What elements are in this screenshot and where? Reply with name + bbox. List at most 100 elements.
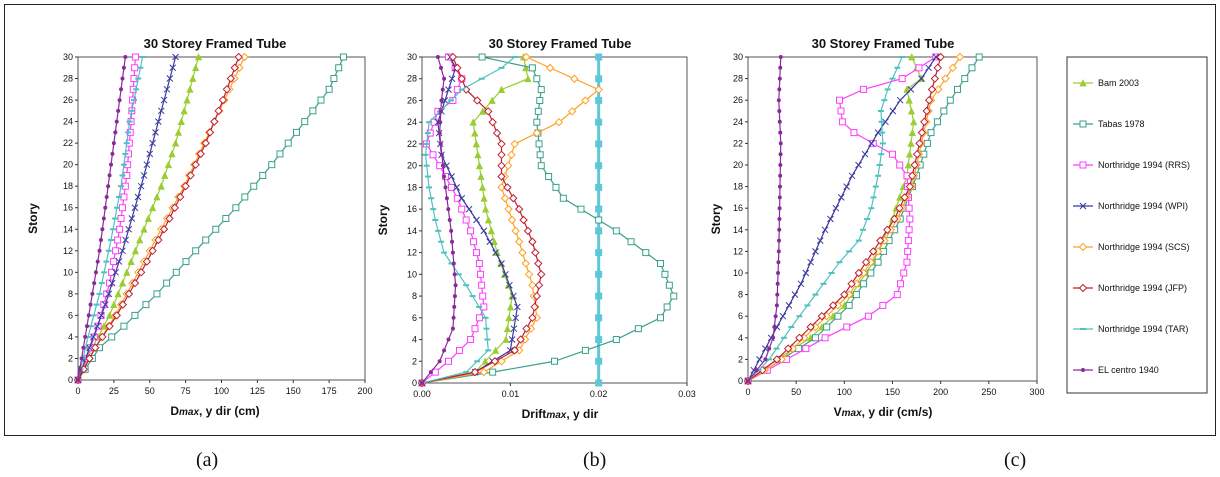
series-point [176, 192, 185, 202]
series-point [661, 270, 669, 278]
series-point [153, 193, 161, 201]
x-tick-label: 175 [322, 386, 337, 396]
y-tick-label: 6 [412, 313, 417, 323]
series-point [946, 96, 954, 104]
series-point [763, 357, 768, 362]
y-tick-label: 30 [733, 52, 743, 62]
series-point [812, 248, 819, 255]
legend-label: Bam 2003 [1098, 78, 1139, 88]
series-point [446, 207, 451, 212]
series-point [776, 271, 781, 275]
series-point [518, 248, 527, 257]
series-point [907, 86, 915, 93]
series-point [131, 53, 139, 61]
series-point [879, 301, 887, 309]
drift-limit-marker [595, 162, 603, 170]
series-point [450, 239, 455, 244]
series-point [161, 171, 169, 179]
y-tick-label: 28 [407, 74, 417, 84]
series-point [445, 86, 452, 93]
series-point [821, 226, 829, 234]
series-point [861, 257, 871, 267]
series-point [545, 63, 555, 73]
series-point [76, 378, 80, 382]
x-axis-label-rest: , y dir [566, 407, 598, 421]
y-tick-label: 30 [407, 52, 417, 62]
series-point [317, 96, 325, 104]
series-point [330, 75, 338, 83]
series-point [452, 304, 457, 309]
series-point [778, 130, 783, 135]
series-point [77, 367, 82, 372]
x-tick-label: 150 [286, 386, 301, 396]
series-point [457, 74, 466, 83]
series-point [777, 238, 782, 243]
x-axis-label: Vmax, y dir (cm/s) [834, 405, 933, 419]
drift-limit-marker [595, 53, 603, 61]
series-point [838, 118, 846, 126]
series-point [774, 303, 779, 308]
series-point [537, 270, 546, 279]
series-point [528, 280, 537, 290]
series-point [843, 183, 850, 190]
series-point [168, 150, 176, 158]
series-point [778, 65, 783, 70]
series-northridge-1994-wpi- [74, 53, 179, 384]
series-point [170, 203, 180, 212]
y-tick-label: 14 [407, 226, 417, 236]
series-point [108, 268, 116, 276]
series-point [205, 128, 215, 137]
series-point [779, 312, 787, 320]
y-tick-label: 4 [412, 335, 417, 345]
series-point [194, 53, 203, 61]
series-point [524, 74, 532, 83]
series-point [164, 160, 173, 169]
legend-swatch-point [1079, 202, 1087, 210]
series-point [475, 161, 484, 170]
x-axis-label-sub: max [842, 408, 862, 419]
figure-frame: 0 2 4 6 8 10 12 14 16 18 20 22 24 26 28 30 0 25 50 75 100 125… [4, 4, 1216, 436]
series-point [534, 259, 543, 268]
series-point [896, 96, 904, 104]
series-point [160, 96, 168, 104]
series-point [922, 106, 931, 116]
series-point [438, 65, 443, 70]
series-point [98, 238, 103, 243]
series-point [594, 85, 603, 94]
series-point [595, 216, 603, 224]
series-point [933, 118, 941, 126]
series-line [421, 56, 542, 384]
series-point [532, 128, 542, 138]
series-point [663, 303, 671, 311]
series-point [85, 354, 94, 363]
series-point [581, 346, 589, 354]
series-point [503, 161, 513, 170]
series-point [532, 291, 542, 301]
series-line [747, 56, 903, 382]
series-point [474, 150, 482, 159]
series-northridge-1994-jfp- [417, 52, 546, 388]
series-point [420, 381, 424, 385]
series-point [828, 301, 838, 310]
series-point [116, 108, 121, 113]
x-tick-label: 0 [75, 386, 80, 396]
y-axis-label: Story [709, 203, 723, 234]
series-northridge-1994-wpi- [744, 53, 940, 385]
series-northridge-1994-rrs- [74, 53, 139, 384]
series-point [521, 259, 530, 268]
series-point [577, 205, 585, 213]
series-point [893, 291, 901, 299]
series-point [778, 173, 783, 178]
series-line [747, 56, 782, 382]
series-point [117, 98, 122, 103]
series-point [915, 64, 923, 72]
series-point [933, 63, 942, 73]
series-point [446, 337, 451, 342]
y-tick-label: 18 [63, 181, 73, 191]
series-point [169, 64, 177, 72]
legend-swatch-point [1079, 120, 1087, 128]
drift-limit-marker [595, 227, 603, 235]
series-point [137, 182, 145, 190]
series-point [778, 141, 783, 146]
series-point [519, 215, 528, 225]
